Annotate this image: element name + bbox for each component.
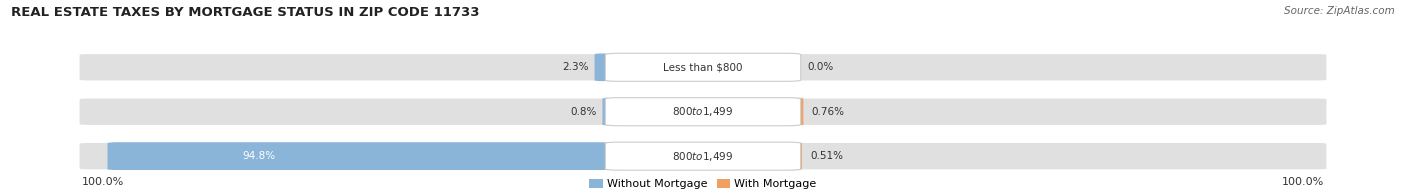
- FancyBboxPatch shape: [792, 142, 807, 170]
- Text: 100.0%: 100.0%: [82, 177, 124, 187]
- Legend: Without Mortgage, With Mortgage: Without Mortgage, With Mortgage: [589, 179, 817, 190]
- Text: Source: ZipAtlas.com: Source: ZipAtlas.com: [1284, 6, 1395, 16]
- FancyBboxPatch shape: [606, 98, 801, 126]
- Text: Less than $800: Less than $800: [664, 62, 742, 72]
- FancyBboxPatch shape: [606, 53, 801, 81]
- Text: 100.0%: 100.0%: [1282, 177, 1324, 187]
- Text: 0.0%: 0.0%: [808, 62, 834, 72]
- Text: 2.3%: 2.3%: [562, 62, 589, 72]
- FancyBboxPatch shape: [79, 53, 1327, 81]
- Text: 94.8%: 94.8%: [242, 151, 276, 161]
- Text: 0.51%: 0.51%: [810, 151, 844, 161]
- FancyBboxPatch shape: [599, 98, 613, 126]
- Text: $800 to $1,499: $800 to $1,499: [672, 105, 734, 118]
- Text: $800 to $1,499: $800 to $1,499: [672, 150, 734, 163]
- FancyBboxPatch shape: [606, 142, 801, 170]
- FancyBboxPatch shape: [79, 98, 1327, 126]
- FancyBboxPatch shape: [79, 142, 1327, 170]
- FancyBboxPatch shape: [595, 53, 610, 81]
- Text: REAL ESTATE TAXES BY MORTGAGE STATUS IN ZIP CODE 11733: REAL ESTATE TAXES BY MORTGAGE STATUS IN …: [11, 6, 479, 19]
- Text: 0.8%: 0.8%: [571, 107, 598, 117]
- FancyBboxPatch shape: [107, 142, 610, 170]
- Text: 0.76%: 0.76%: [811, 107, 845, 117]
- FancyBboxPatch shape: [793, 98, 807, 126]
